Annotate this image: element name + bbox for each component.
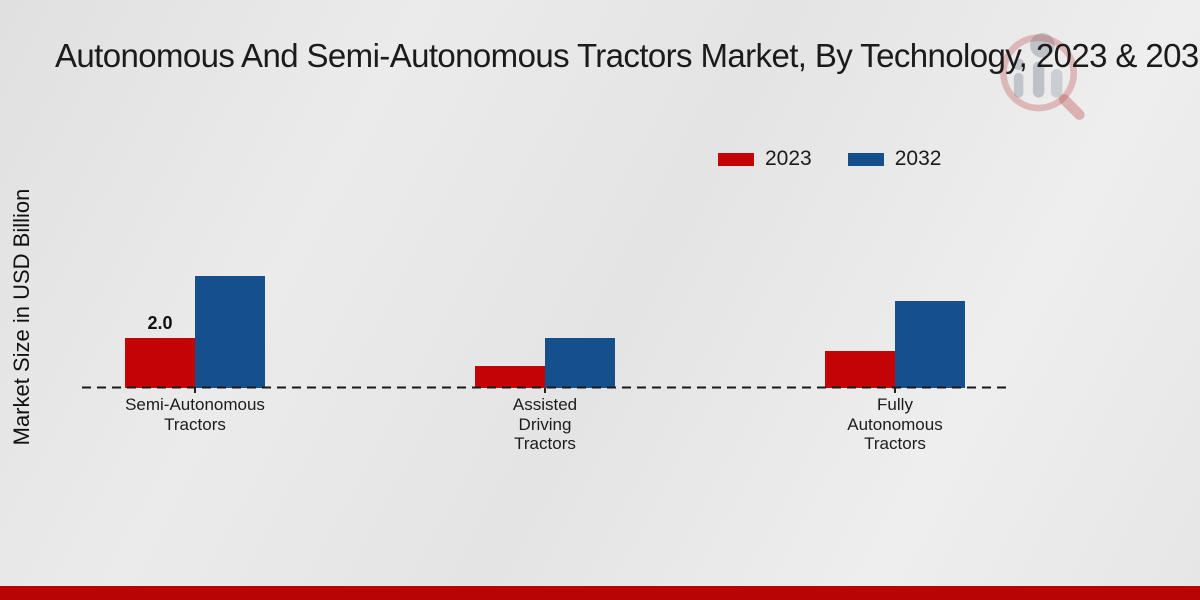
x-axis-tick — [894, 388, 896, 393]
legend-label: 2032 — [894, 147, 942, 170]
chart-title: Autonomous And Semi-Autonomous Tractors … — [55, 37, 1200, 74]
bar-2032-group2 — [545, 338, 615, 388]
legend-item-2023: 2023 — [718, 147, 812, 171]
bar-value-label: 2.0 — [147, 313, 173, 333]
bar-2023-group2 — [475, 365, 545, 388]
legend-swatch-red — [718, 152, 754, 166]
legend-swatch-blue — [847, 152, 884, 166]
market-research-future-watermark-icon — [1000, 33, 1085, 120]
legend-item-2032: 2032 — [847, 147, 942, 171]
bar-2032-group1 — [195, 275, 265, 388]
y-axis-label: Market Size in USD Billion — [9, 188, 34, 446]
category-label: Assisted Driving Tractors — [512, 395, 578, 453]
x-axis-tick — [544, 388, 546, 393]
plot-area: 2.0 — [82, 0, 1008, 388]
bottom-accent-band — [0, 586, 1200, 600]
legend: 2023 2032 — [718, 147, 941, 171]
bar-2023-group1 — [125, 338, 195, 388]
category-label: Fully Autonomous Tractors — [847, 395, 943, 453]
bar-2032-group3 — [895, 300, 965, 388]
bar-2023-group3 — [825, 350, 895, 388]
x-axis-tick — [194, 388, 196, 393]
legend-label: 2023 — [765, 147, 812, 170]
x-axis-baseline — [82, 386, 1008, 389]
category-label: Semi-Autonomous Tractors — [125, 395, 265, 434]
